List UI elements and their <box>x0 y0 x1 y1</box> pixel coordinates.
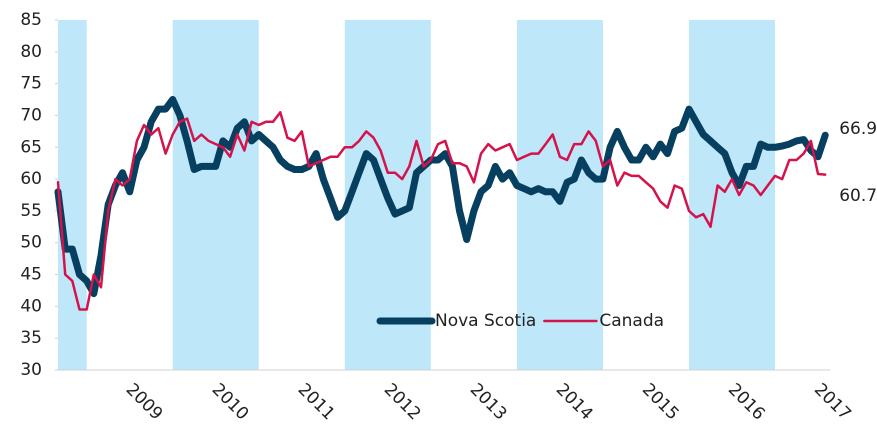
y-tick-label: 30 <box>20 360 42 380</box>
end-label: 60.7 <box>839 186 877 206</box>
series-line <box>54 96 829 298</box>
y-tick-label: 35 <box>20 328 42 348</box>
legend-label: Nova Scotia <box>435 311 536 331</box>
x-tick-label: 2009 <box>122 380 167 425</box>
x-tick-label: 2013 <box>466 380 511 425</box>
y-tick-label: 75 <box>20 74 42 94</box>
year-band <box>58 20 87 370</box>
x-tick-label: 2015 <box>638 380 683 425</box>
series-line <box>56 111 827 311</box>
x-tick-label: 2012 <box>380 380 425 425</box>
x-tick-label: 2014 <box>552 380 597 425</box>
x-tick-label: 2011 <box>294 380 339 425</box>
legend-label: Canada <box>599 311 664 331</box>
y-tick-label: 55 <box>20 201 42 221</box>
y-tick-label: 60 <box>20 169 42 189</box>
y-tick-label: 70 <box>20 105 42 125</box>
end-label: 66.9 <box>839 119 877 139</box>
y-tick-label: 45 <box>20 265 42 285</box>
x-tick-label: 2017 <box>810 380 855 425</box>
y-tick-label: 85 <box>20 10 42 30</box>
x-tick-label: 2010 <box>208 380 253 425</box>
y-tick-label: 80 <box>20 42 42 62</box>
year-band <box>172 20 259 370</box>
bands <box>58 20 775 370</box>
y-tick-label: 40 <box>20 296 42 316</box>
x-tick-label: 2016 <box>724 380 769 425</box>
y-tick-label: 50 <box>20 233 42 253</box>
y-tick-label: 65 <box>20 137 42 157</box>
